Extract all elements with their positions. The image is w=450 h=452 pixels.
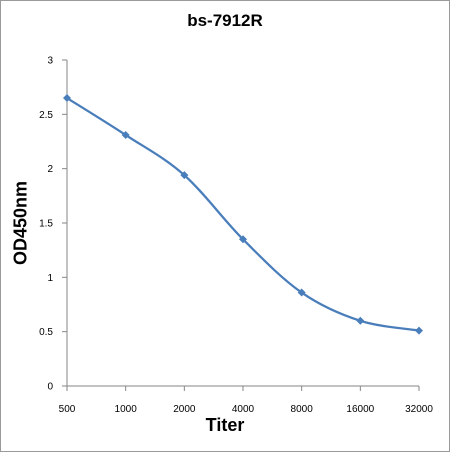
chart-title: bs-7912R [187,11,263,30]
y-tick-label: 0.5 [39,327,53,338]
x-tick-label: 500 [59,404,76,415]
y-tick-label: 2.5 [39,110,53,121]
x-axis-label: Titer [205,415,245,435]
data-point-marker [239,235,247,244]
data-point-marker [415,326,423,335]
x-tick-label: 8000 [291,404,314,415]
y-tick-label: 1.5 [39,219,53,230]
x-tick-label: 2000 [173,404,196,415]
series-line [66,97,420,332]
x-tick-label: 32000 [405,404,433,415]
data-point-marker [356,316,365,325]
y-tick-label: 1 [47,273,53,284]
x-tick-label: 4000 [232,404,255,415]
data-point-marker [297,288,306,297]
data-point-marker [121,130,130,139]
data-point-marker [63,94,71,103]
x-tick-label: 16000 [346,404,374,415]
y-tick-label: 2 [47,164,53,175]
x-tick-label: 1000 [115,404,138,415]
data-point-marker [180,171,189,180]
y-tick-label: 3 [47,56,53,67]
y-tick-label: 0 [47,382,53,393]
